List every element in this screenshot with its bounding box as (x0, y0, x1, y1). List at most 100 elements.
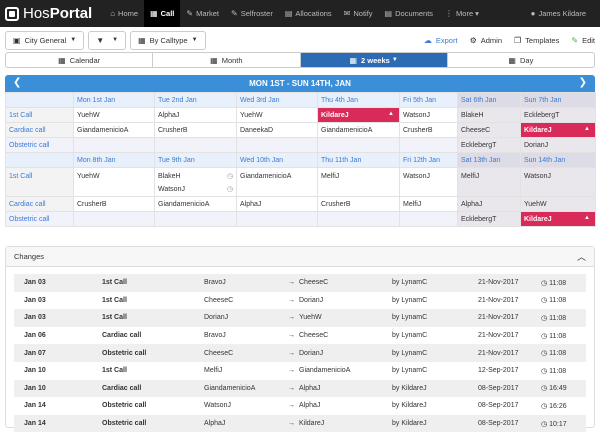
roster-cell[interactable] (236, 137, 318, 153)
roster-cell[interactable]: MelfiJ (317, 167, 400, 197)
chevron-up-icon[interactable]: ︿ (576, 252, 586, 262)
change-row[interactable]: Jan 14 Obstetric call AlphaJ → KildareJ by Ki… (14, 414, 586, 432)
roster-cell[interactable]: GiandamenicioA (317, 122, 400, 138)
change-by-text: by KildareJ (392, 402, 427, 410)
change-to-text: GiandamenicioA (299, 367, 351, 375)
change-from: DorianJ (204, 314, 288, 321)
roster-cell[interactable]: YuehW (73, 107, 155, 123)
nav-item-documents[interactable]: ▤ Documents (379, 0, 440, 27)
nav-item-market[interactable]: ✎ Market (180, 0, 225, 27)
by-calltype-dropdown[interactable]: ▦ By Calltype ▼ (130, 30, 206, 50)
roster-cell[interactable]: EcklebergT (457, 211, 521, 227)
export-button[interactable]: ☁ Export (424, 36, 458, 45)
city-general-dropdown[interactable]: ▣ City General ▼ (5, 30, 85, 50)
roster-cell[interactable]: CrusherB (73, 196, 155, 212)
nav-item-label: More (456, 9, 474, 18)
tab-calendar[interactable]: ▦ Calendar (6, 53, 154, 67)
roster-cell[interactable]: DaneekaD (236, 122, 318, 138)
roster-cell[interactable]: MelfiJ (457, 167, 521, 197)
roster-cell[interactable]: YuehW (73, 167, 155, 197)
nav-item-notify[interactable]: ✉ Notify (338, 0, 379, 27)
call-type-label[interactable]: 1st Call (5, 167, 74, 197)
change-row[interactable]: Jan 03 1st Call DorianJ → YuehW by LynamC 21-N… (14, 309, 586, 327)
nav-item-selfroster[interactable]: ✎ Selfroster (225, 0, 279, 27)
roster-cell[interactable]: ◷ BlakeH WatsonJ ◷ (154, 167, 237, 197)
roster-cell[interactable]: AlphaJ (236, 196, 318, 212)
change-row[interactable]: Jan 14 Obstetric call WatsonJ → AlphaJ by Kil… (14, 397, 586, 415)
change-time-text: 16:49 (549, 385, 567, 393)
roster-cell[interactable] (399, 211, 458, 227)
roster-cell[interactable]: GiandamenicioA (236, 167, 318, 197)
roster-cell[interactable] (236, 211, 318, 227)
change-row[interactable]: Jan 06 Cardiac call BravoJ → CheeseC by Lynam… (14, 327, 586, 345)
roster-cell[interactable] (73, 137, 155, 153)
tab-month[interactable]: ▦ Month (153, 53, 301, 67)
day-header-text: Thu 4th Jan (321, 96, 358, 104)
call-type-label[interactable]: Cardiac call (5, 122, 74, 138)
roster-cell-text: AlphaJ (158, 111, 180, 119)
roster-cell[interactable] (73, 211, 155, 227)
change-call-type: 1st Call (102, 279, 204, 286)
hosportal-logo[interactable]: Hos Portal (5, 5, 92, 22)
change-call-type: Obstetric call (102, 420, 204, 427)
roster-cell[interactable]: EcklebergT (520, 107, 596, 123)
call-type-label[interactable]: Obstetric call (5, 137, 74, 153)
change-time: ◷ 11:08 (541, 314, 581, 322)
roster-cell[interactable] (317, 211, 400, 227)
filter-dropdown[interactable]: ▼ ▼ (88, 30, 127, 50)
allocations-icon: ▤ (284, 9, 293, 18)
change-row[interactable]: Jan 10 Cardiac call GiandamenicioA → AlphaJ b… (14, 379, 586, 398)
roster-cell[interactable] (317, 137, 400, 153)
roster-cell-text: WatsonJ (403, 173, 430, 180)
roster-cell[interactable]: KildareJ ▲ (520, 211, 596, 227)
roster-cell[interactable]: CrusherB (154, 122, 237, 138)
previous-arrow-icon[interactable]: ❮ (13, 77, 22, 88)
changes-header[interactable]: Changes ︿ (6, 247, 594, 267)
change-row[interactable]: Jan 03 1st Call CheeseC → DorianJ by LynamC 21… (14, 292, 586, 310)
roster-cell[interactable]: MelfiJ (399, 196, 458, 212)
change-time-text: 11:08 (549, 314, 567, 322)
nav-item-call[interactable]: ▦ Call (144, 0, 181, 27)
nav-item-more[interactable]: ⋮ More ▾ (439, 0, 485, 27)
change-to-text: DorianJ (299, 296, 324, 304)
calendar-title: MON 1ST - SUN 14TH, JAN (249, 79, 351, 88)
roster-cell[interactable] (399, 137, 458, 153)
roster-cell[interactable]: AlphaJ (457, 196, 521, 212)
roster-cell[interactable]: EcklebergT (457, 137, 521, 153)
roster-cell[interactable]: WatsonJ (399, 107, 458, 123)
roster-cell[interactable]: GiandamenicioA (73, 122, 155, 138)
user-menu[interactable]: ● James Kildare (525, 0, 592, 27)
nav-item-home[interactable]: ⌂ Home (104, 0, 144, 27)
call-type-label[interactable]: 1st Call (5, 107, 74, 123)
next-arrow-icon[interactable]: ❯ (578, 77, 587, 88)
templates-button[interactable]: ❐ Templates (514, 36, 559, 45)
roster-cell[interactable]: GiandamenicioA (154, 196, 237, 212)
tab-2-weeks[interactable]: ▦ 2 weeks ▼ (300, 53, 448, 67)
change-row[interactable]: Jan 07 Obstetric call CheeseC → DorianJ by Ly… (14, 344, 586, 362)
call-type-label[interactable]: Obstetric call (5, 211, 74, 227)
roster-cell[interactable]: KildareJ ▲ (520, 122, 596, 138)
roster-cell[interactable]: CrusherB (399, 122, 458, 138)
roster-cell[interactable]: BlakeH (457, 107, 521, 123)
admin-button[interactable]: ⚙ Admin (470, 36, 502, 45)
edit-button[interactable]: ✎ Edit (571, 36, 595, 45)
roster-cell[interactable]: YuehW (520, 196, 596, 212)
day-header-text: Sat 6th Jan (461, 96, 497, 104)
roster-cell[interactable]: CrusherB (317, 196, 400, 212)
roster-cell[interactable]: WatsonJ (399, 167, 458, 197)
nav-item-allocations[interactable]: ▤ Allocations (279, 0, 338, 27)
roster-cell[interactable]: AlphaJ (154, 107, 237, 123)
change-row[interactable]: Jan 03 1st Call BravoJ → CheeseC by LynamC 21-… (14, 274, 586, 292)
roster-cell[interactable]: YuehW (236, 107, 318, 123)
change-to-text: KildareJ (299, 420, 325, 428)
roster-cell[interactable]: WatsonJ (520, 167, 596, 197)
call-type-label[interactable]: Cardiac call (5, 196, 74, 212)
roster-cell[interactable]: KildareJ ▲ (317, 107, 400, 123)
roster-cell[interactable] (154, 211, 237, 227)
roster-cell[interactable] (154, 137, 237, 153)
tab-day[interactable]: ▦ Day (448, 53, 594, 67)
roster-cell[interactable]: CheeseC (457, 122, 521, 138)
roster-cell[interactable]: DorianJ (520, 137, 596, 153)
change-row[interactable]: Jan 10 1st Call MelfiJ → GiandamenicioA by Ly… (14, 362, 586, 380)
change-time: ◷ 11:08 (541, 296, 581, 304)
